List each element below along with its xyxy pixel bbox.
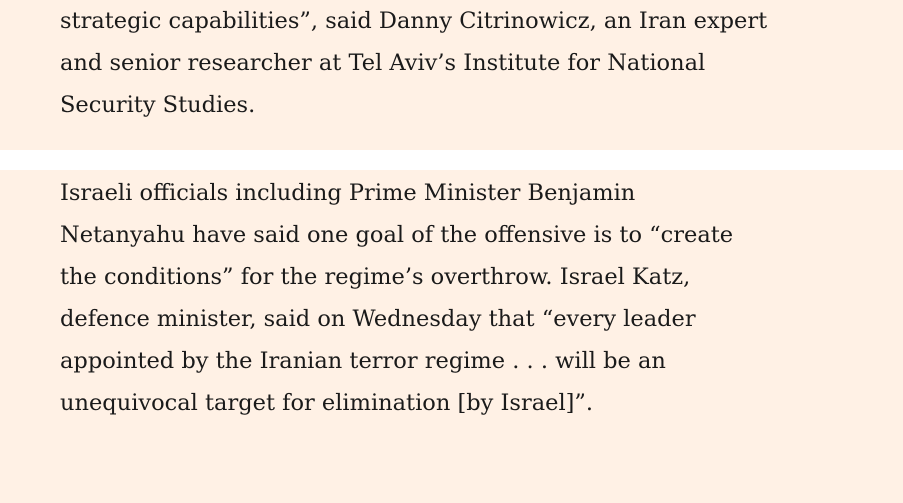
text-line: strategic capabilities”, said Danny Citr… <box>60 8 768 34</box>
text-line: appointed by the Iranian terror regime .… <box>60 348 666 374</box>
paragraph: strategic capabilities”, said Danny Citr… <box>0 0 903 150</box>
text-line: Netanyahu have said one goal of the offe… <box>60 222 734 248</box>
text-line: unequivocal target for elimination [by I… <box>60 390 594 416</box>
text-line: and senior researcher at Tel Aviv’s Inst… <box>60 50 706 76</box>
text-line: the conditions” for the regime’s overthr… <box>60 264 691 290</box>
text-line: Security Studies. <box>60 92 256 118</box>
separator <box>0 150 903 170</box>
paragraph: Israeli officials including Prime Minist… <box>0 170 903 503</box>
text-line: Israeli officials including Prime Minist… <box>60 180 636 206</box>
text-line: defence minister, said on Wednesday that… <box>60 306 696 332</box>
